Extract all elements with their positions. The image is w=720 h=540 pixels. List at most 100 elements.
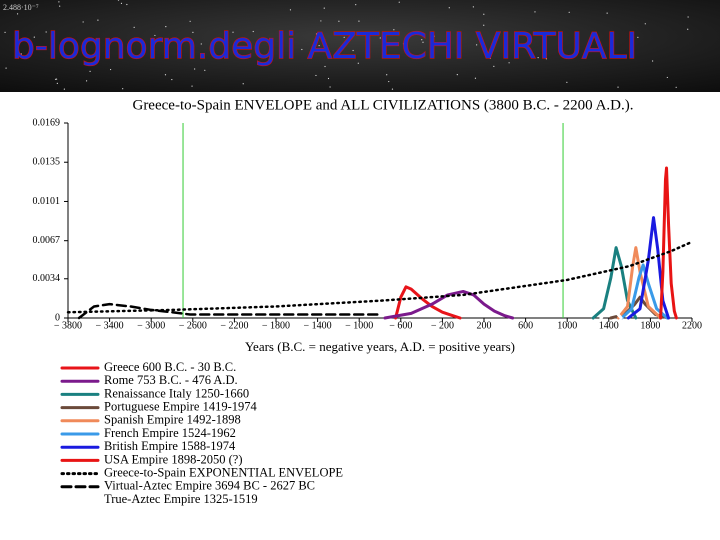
y-tick-label: 0.0067	[33, 235, 61, 246]
star	[191, 85, 193, 87]
star	[45, 31, 47, 33]
y-tick-label: 0.0135	[33, 157, 61, 168]
x-tick-label: − 1800	[262, 320, 290, 331]
star	[323, 7, 325, 9]
star	[666, 76, 668, 79]
x-tick-label: − 2600	[179, 320, 207, 331]
star	[329, 86, 331, 88]
legend-label: Virtual-Aztec Empire 3694 BC - 2627 BC	[104, 479, 315, 493]
legend-label: Rome 753 B.C. - 476 A.D.	[104, 373, 238, 387]
star	[126, 3, 128, 6]
star	[56, 82, 58, 84]
star	[537, 57, 539, 59]
x-tick-label: 1800	[640, 320, 660, 331]
star	[86, 39, 88, 41]
legend-label: Greece 600 B.C. - 30 B.C.	[104, 360, 236, 374]
x-axis-label: Years (B.C. = negative years, A.D. = pos…	[245, 339, 515, 354]
star	[652, 60, 654, 62]
star	[489, 57, 491, 59]
x-tick-label: − 200	[431, 320, 454, 331]
star	[566, 81, 568, 83]
star	[402, 43, 405, 45]
star	[379, 37, 381, 39]
star	[472, 6, 474, 8]
star	[352, 49, 354, 52]
star	[192, 31, 194, 33]
star	[85, 80, 88, 82]
star	[301, 48, 303, 51]
star	[315, 74, 317, 77]
legend-label: British Empire 1588-1974	[104, 439, 236, 453]
star	[398, 1, 400, 3]
star	[606, 12, 608, 14]
x-tick-label: − 1000	[345, 320, 373, 331]
star	[323, 38, 326, 41]
star	[314, 44, 317, 46]
y-tick-label: 0.0169	[33, 117, 61, 128]
star	[675, 86, 677, 88]
y-tick-label: 0.0034	[33, 273, 61, 284]
star	[194, 68, 196, 70]
star	[545, 58, 548, 60]
star	[318, 44, 320, 47]
star	[59, 5, 61, 7]
series-line	[77, 302, 382, 320]
star	[117, 0, 120, 1]
star	[252, 30, 254, 33]
x-tick-label: − 600	[389, 320, 412, 331]
legend-label: Spanish Empire 1492-1898	[104, 413, 241, 427]
star	[122, 88, 124, 90]
star	[343, 36, 345, 38]
star	[358, 20, 360, 22]
star	[568, 11, 570, 13]
star	[315, 33, 318, 35]
y-tick-label: 0.0101	[33, 196, 61, 207]
x-tick-label: − 3000	[137, 320, 165, 331]
x-tick-label: − 3800	[54, 320, 82, 331]
star	[4, 31, 6, 33]
star	[154, 34, 156, 37]
star	[164, 74, 167, 76]
star	[133, 26, 135, 28]
star	[644, 23, 646, 25]
legend-label: True-Aztec Empire 1325-1519	[104, 492, 258, 506]
y-tick-label: 0	[55, 312, 60, 323]
star	[200, 43, 202, 45]
x-tick-label: − 1400	[304, 320, 332, 331]
star	[515, 56, 517, 59]
legend-label: Greece-to-Spain EXPONENTIAL ENVELOPE	[104, 465, 343, 479]
star	[637, 36, 639, 39]
star	[327, 77, 330, 80]
star	[338, 20, 340, 22]
star	[433, 35, 435, 37]
series-line	[599, 304, 623, 320]
star	[476, 44, 478, 46]
star	[120, 2, 123, 4]
star	[82, 21, 84, 23]
star	[58, 1, 60, 3]
star	[355, 4, 357, 6]
star	[5, 67, 7, 69]
star	[456, 74, 458, 76]
star	[421, 39, 423, 41]
star	[388, 80, 390, 83]
legend-label: Portuguese Empire 1419-1974	[104, 399, 258, 413]
star	[324, 65, 326, 68]
star	[393, 29, 395, 31]
header-background	[0, 0, 720, 92]
star	[357, 62, 359, 64]
stars	[4, 0, 689, 90]
x-tick-label: 2200	[682, 320, 702, 331]
series-line	[66, 240, 694, 314]
legend-label: Renaissance Italy 1250-1660	[104, 386, 249, 400]
star	[493, 65, 495, 67]
star	[165, 26, 167, 28]
slide-title: b-lognorm.degli AZTECHI VIRTUALI	[12, 26, 637, 67]
star	[33, 36, 35, 38]
star	[391, 88, 394, 90]
star	[16, 13, 19, 15]
star	[189, 20, 191, 22]
star	[289, 9, 292, 11]
star	[109, 68, 112, 71]
star	[474, 77, 477, 79]
